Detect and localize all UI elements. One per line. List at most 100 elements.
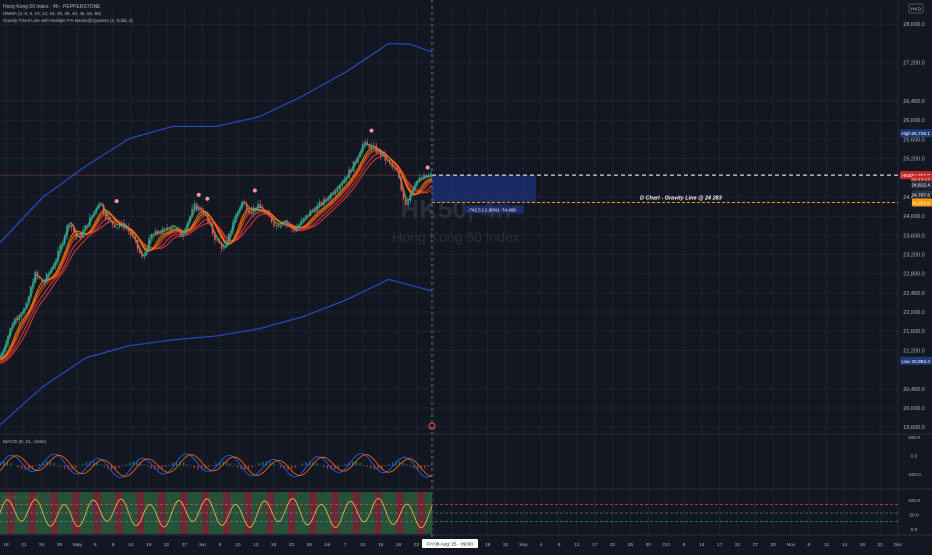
- candle-body: [428, 175, 430, 177]
- x-tick-label: 26: [307, 542, 313, 548]
- x-tick-label: 6: [94, 542, 97, 548]
- candle-body: [41, 278, 43, 282]
- candle-body: [89, 217, 91, 226]
- candle-body: [125, 227, 127, 228]
- x-tick-label: 5: [219, 542, 222, 548]
- candle-body: [412, 190, 414, 195]
- price-badge: 24,283.0: [911, 199, 932, 207]
- x-tick-label: 27: [753, 542, 759, 548]
- candle-body: [248, 210, 250, 213]
- macd-histogram-bar: [410, 466, 411, 467]
- pivot-marker: [253, 189, 257, 193]
- candle-body: [32, 283, 34, 287]
- x-tick-label: 12: [574, 542, 580, 548]
- macd-histogram-bar: [280, 466, 281, 468]
- macd-histogram-bar: [10, 463, 11, 465]
- candle-body: [346, 178, 348, 179]
- candle-body: [407, 201, 409, 205]
- candle-body: [405, 200, 407, 206]
- candle-body: [134, 237, 136, 240]
- candle-body: [410, 194, 412, 201]
- price-badge-value: 24,787.6: [911, 192, 930, 198]
- x-tick-label: 30: [646, 542, 652, 548]
- macd-histogram-bar: [424, 466, 425, 469]
- x-tick-label: 9: [112, 542, 115, 548]
- x-tick-label: 17: [592, 542, 598, 548]
- macd-histogram-bar: [367, 466, 368, 467]
- candle-body: [369, 144, 371, 148]
- macd-histogram-bar: [431, 465, 432, 466]
- x-tick-label: 14: [699, 542, 705, 548]
- candle-body: [112, 221, 114, 225]
- candle-body: [403, 190, 405, 199]
- macd-histogram-bar: [370, 466, 371, 469]
- measure-label: -742.5 (-2.98%) -74,409: [468, 208, 516, 213]
- candle-body: [121, 223, 123, 226]
- candle-body: [332, 194, 334, 195]
- macd-y-label: 400.0: [908, 435, 920, 441]
- candle-body: [401, 178, 403, 190]
- macd-histogram-bar: [215, 463, 216, 465]
- x-tick-label: Nov: [787, 542, 796, 548]
- price-badge-value: 25,728.1: [911, 131, 930, 137]
- candle-body: [271, 217, 273, 222]
- projection-zone: [432, 175, 536, 202]
- x-tick-label: Jun: [198, 542, 206, 548]
- y-tick-label: 26,000.0: [903, 118, 924, 124]
- macd-histogram-bar: [172, 463, 173, 466]
- currency-label: HKD: [911, 7, 922, 13]
- candle-body: [48, 273, 50, 274]
- candle-body: [128, 227, 130, 231]
- candle-body: [294, 229, 296, 231]
- x-tick-label: 14: [842, 542, 848, 548]
- candle-body: [0, 355, 2, 358]
- candle-body: [378, 150, 380, 152]
- indicator-legend-1: GMMA (3, 5, 8, 10, 12, 15, 30, 35, 40, 4…: [3, 11, 102, 16]
- x-tick-label: 17: [717, 542, 723, 548]
- candle-body: [275, 225, 277, 226]
- x-tick-label: 19: [146, 542, 152, 548]
- candle-body: [5, 345, 7, 350]
- candle-body: [353, 161, 355, 171]
- price-badge-value: 24,283.0: [911, 201, 930, 207]
- candle-body: [44, 282, 46, 283]
- candle-body: [391, 163, 393, 166]
- pivot-marker: [205, 197, 209, 201]
- candle-body: [419, 178, 421, 181]
- macd-histogram-bar: [82, 464, 83, 466]
- candle-body: [262, 207, 264, 211]
- macd-histogram-bar: [21, 466, 22, 470]
- macd-histogram-bar: [151, 466, 152, 469]
- candle-body: [300, 220, 302, 224]
- x-tick-label: Oct: [662, 542, 670, 548]
- candle-body: [423, 175, 425, 179]
- candle-body: [380, 150, 382, 156]
- candle-body: [55, 262, 57, 266]
- x-tick-label: Dec: [894, 542, 903, 548]
- y-tick-label: 20,000.0: [903, 406, 924, 412]
- candle-body: [310, 211, 312, 216]
- candle-body: [250, 213, 252, 214]
- candle-body: [207, 215, 209, 221]
- candle-body: [187, 223, 189, 230]
- rsi-y-label: 100.0: [908, 498, 920, 504]
- candle-body: [212, 224, 214, 233]
- candle-body: [69, 225, 71, 226]
- macd-histogram-bar: [3, 461, 4, 465]
- macd-histogram-bar: [104, 466, 105, 467]
- candle-body: [87, 225, 89, 226]
- x-tick-label: 30: [770, 542, 776, 548]
- candle-body: [62, 244, 64, 246]
- candle-body: [232, 223, 234, 231]
- candle-body: [23, 308, 25, 314]
- candle-body: [219, 240, 221, 243]
- candle-body: [266, 212, 268, 213]
- candle-body: [164, 228, 166, 229]
- macd-histogram-bar: [248, 466, 249, 469]
- candle-body: [53, 266, 55, 269]
- candle-body: [98, 205, 100, 209]
- candle-body: [34, 272, 36, 283]
